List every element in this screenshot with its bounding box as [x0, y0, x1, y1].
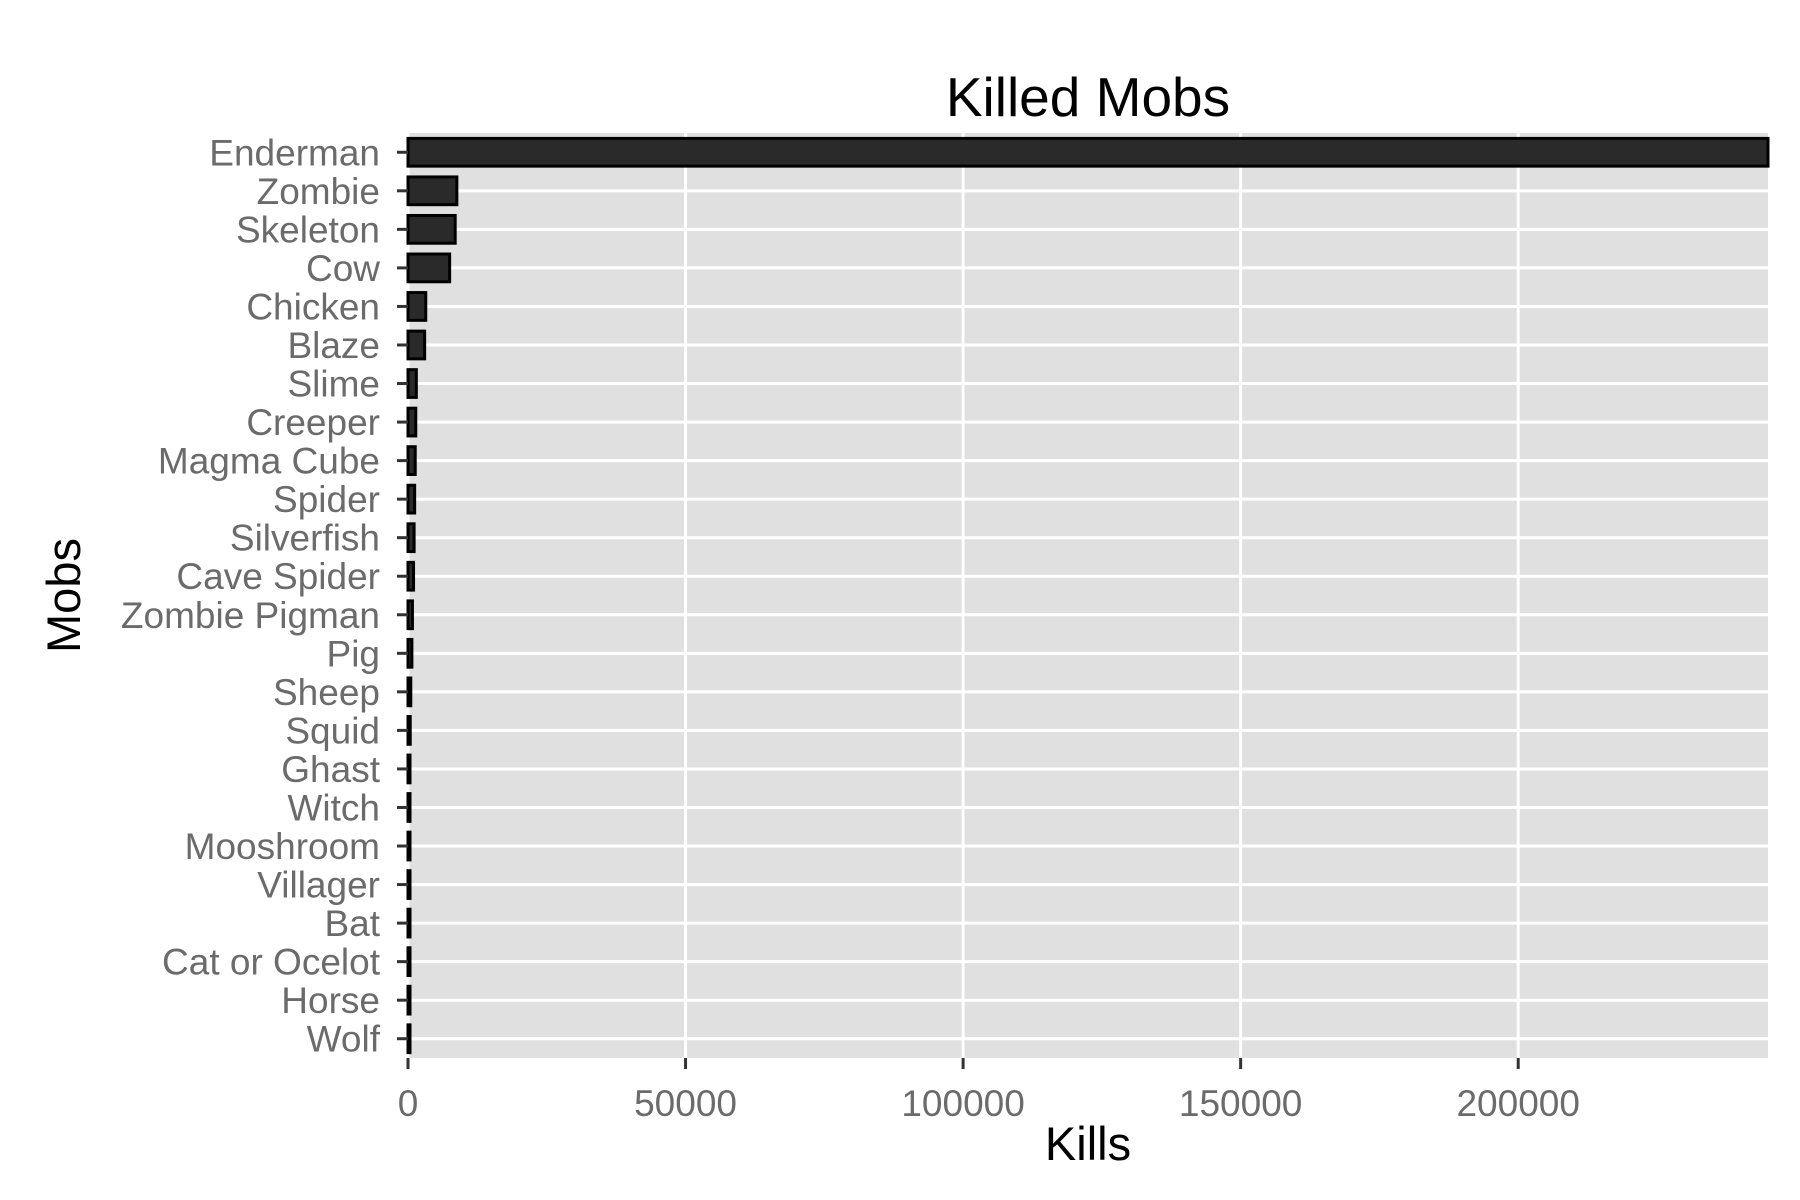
y-tick-label: Skeleton: [236, 209, 380, 250]
y-tick-label: Cow: [306, 248, 380, 289]
y-tick-label: Pig: [327, 633, 380, 674]
y-tick-label: Zombie: [257, 171, 380, 212]
bar: [406, 329, 427, 361]
vertical-gridlines: [406, 133, 1520, 1058]
x-tick-label: 50000: [634, 1083, 737, 1124]
x-tick-label: 0: [398, 1083, 419, 1124]
y-axis-title: Mobs: [37, 538, 90, 653]
bar: [406, 483, 417, 515]
bar: [406, 1023, 412, 1055]
bar: [406, 830, 412, 862]
bar: [406, 907, 412, 939]
y-axis: EndermanZombieSkeletonCowChickenBlazeSli…: [121, 132, 408, 1060]
y-tick-label: Bat: [324, 903, 380, 944]
y-tick-label: Ghast: [281, 749, 380, 790]
bar: [406, 676, 413, 708]
y-tick-label: Magma Cube: [158, 441, 380, 482]
plot-panel: [408, 133, 1768, 1058]
y-tick-label: Squid: [285, 710, 380, 751]
y-tick-label: Silverfish: [230, 518, 380, 559]
x-tick-label: 100000: [901, 1083, 1024, 1124]
y-tick-label: Cave Spider: [176, 556, 380, 597]
y-tick-label: Enderman: [209, 132, 380, 173]
bar: [406, 136, 1770, 168]
bar: [406, 753, 412, 785]
y-tick-label: Spider: [273, 479, 380, 520]
y-tick-label: Chicken: [246, 286, 380, 327]
x-tick-label: 200000: [1456, 1083, 1579, 1124]
bars: [406, 136, 1770, 1055]
bar: [406, 560, 416, 592]
y-tick-label: Cat or Ocelot: [162, 942, 381, 983]
y-tick-label: Horse: [281, 980, 380, 1021]
y-tick-label: Blaze: [287, 325, 380, 366]
y-tick-label: Mooshroom: [185, 826, 380, 867]
bar: [406, 946, 412, 978]
bar: [406, 792, 412, 823]
y-tick-label: Slime: [287, 364, 380, 405]
bar: [406, 213, 457, 245]
bar: [406, 252, 452, 284]
bar: [406, 406, 418, 438]
chart-title: Killed Mobs: [946, 66, 1230, 128]
y-tick-label: Creeper: [246, 402, 380, 443]
bar: [406, 637, 414, 669]
bar: [406, 368, 418, 399]
bar: [406, 291, 428, 322]
x-axis-title: Kills: [1045, 1117, 1131, 1170]
bar: [406, 715, 412, 746]
bar: [406, 599, 414, 631]
x-axis: 0 50000 100000 150000 200000: [398, 1058, 1580, 1124]
y-tick-label: Villager: [257, 865, 380, 906]
bar: [406, 175, 459, 207]
horizontal-gridlines: [408, 150, 1768, 1041]
y-tick-label: Zombie Pigman: [121, 595, 380, 636]
bar: [406, 522, 416, 554]
bar: [406, 984, 412, 1016]
bar: [406, 869, 412, 900]
x-tick-label: 150000: [1179, 1083, 1302, 1124]
y-tick-label: Witch: [288, 787, 381, 828]
y-tick-label: Wolf: [307, 1019, 381, 1060]
bar: [406, 445, 417, 476]
y-tick-label: Sheep: [273, 672, 380, 713]
